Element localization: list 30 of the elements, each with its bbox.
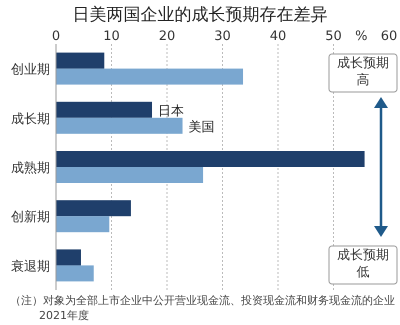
x-tick-label: 50 [325, 29, 342, 44]
bar [56, 167, 204, 183]
bar [56, 249, 81, 266]
x-axis-title: % [355, 29, 368, 44]
bar [56, 200, 131, 216]
series-label: 美国 [188, 118, 215, 135]
bar [56, 118, 183, 134]
bar [56, 216, 110, 232]
y-tick-label: 成长期 [11, 112, 50, 127]
y-tick-label: 创新期 [11, 210, 50, 226]
bar [56, 151, 365, 167]
text: （注）对象为全部上市企业中公开营业现金流、投资现金流和财务现金流的企业 [10, 294, 395, 307]
text: 2021年度 [39, 309, 89, 322]
x-tick-label: 30 [214, 29, 231, 44]
y-tick-label: 衰退期 [11, 258, 50, 274]
x-tick-label: 0 [52, 29, 60, 44]
bar [56, 68, 244, 85]
bar [56, 265, 94, 282]
annotation: 成长预期低 [336, 247, 390, 281]
bar [56, 102, 152, 118]
annotation: 成长预期高 [336, 55, 390, 89]
bar [56, 52, 104, 69]
x-tick-label: 40 [270, 29, 286, 44]
series-label: 日本 [158, 104, 184, 119]
y-tick-label: 成熟期 [11, 161, 50, 176]
chart-title: 日美两国企业的成长预期存在差异 [72, 5, 328, 25]
x-tick-label: 10 [103, 29, 120, 44]
x-tick-label: 60 [380, 29, 398, 44]
y-tick-label: 创业期 [11, 62, 50, 78]
x-tick-label: 20 [158, 29, 176, 44]
